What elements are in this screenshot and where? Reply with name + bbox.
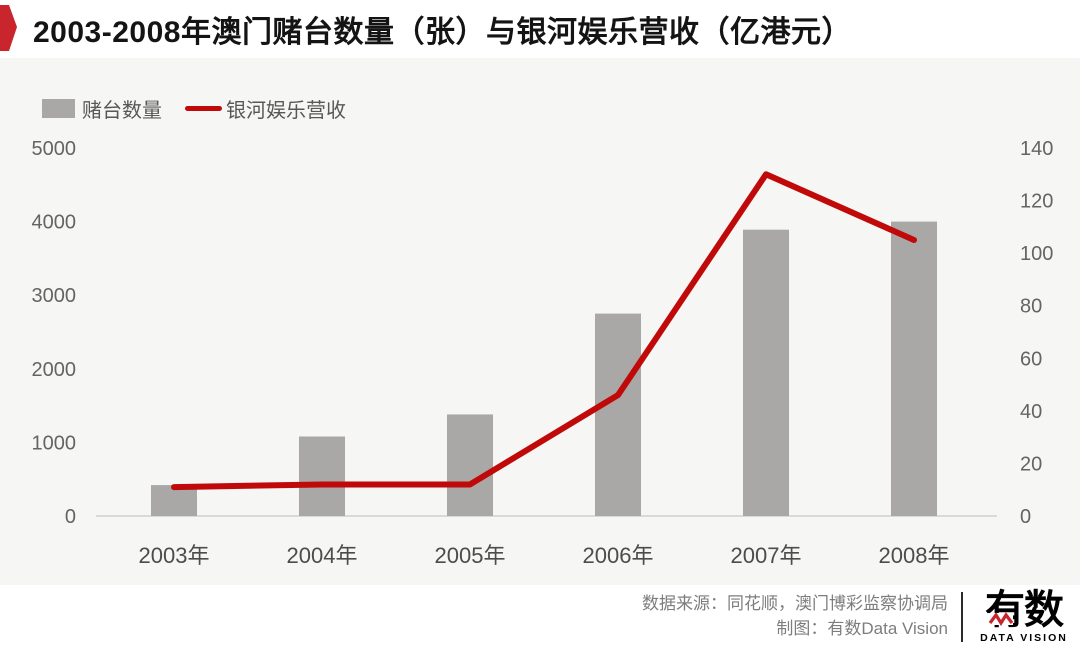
left-axis-tick-3000: 3000 [32, 285, 77, 307]
title-bar: 2003-2008年澳门赌台数量（张）与银河娱乐营收（亿港元） [0, 0, 1080, 58]
chart-area: 赌台数量 银河娱乐营收 0 1000 2000 3000 4000 5000 0 20 40 60… [0, 58, 1080, 585]
bar-2006年 [595, 313, 641, 516]
x-label-2006年: 2006年 [583, 543, 654, 568]
data-source-line: 数据来源：同花顺，澳门博彩监察协调局 [642, 594, 948, 614]
bar-2007年 [743, 229, 789, 517]
left-axis-tick-1000: 1000 [32, 432, 77, 454]
right-axis-tick-60: 60 [1020, 348, 1042, 370]
x-label-2005年: 2005年 [435, 543, 506, 568]
plot-canvas: 0 1000 2000 3000 4000 5000 0 20 40 60 80 100 120 140 2… [32, 138, 1054, 568]
brand-logo: 有数 DATA VISION [974, 590, 1074, 644]
left-axis-tick-5000: 5000 [32, 138, 77, 160]
right-axis-tick-80: 80 [1020, 296, 1042, 318]
legend-bar-label: 赌台数量 [82, 100, 162, 122]
brand-logo-cn: 有数 [985, 590, 1064, 630]
bar-2005年 [447, 414, 493, 516]
x-label-2004年: 2004年 [287, 543, 358, 568]
page-title: 2003-2008年澳门赌台数量（张）与银河娱乐营收（亿港元） [33, 16, 852, 49]
left-axis-tick-4000: 4000 [32, 212, 77, 234]
brand-logo-subtext: DATA VISION [980, 632, 1068, 644]
bar-2003年 [151, 485, 197, 516]
legend-line-swatch-icon [185, 106, 222, 111]
footer-divider [961, 592, 963, 642]
right-axis-tick-40: 40 [1020, 401, 1042, 423]
right-axis-tick-140: 140 [1020, 138, 1053, 160]
revenue-line [171, 171, 917, 491]
chart-credit-line: 制图：有数Data Vision [776, 619, 948, 638]
footer-credits: 数据来源：同花顺，澳门博彩监察协调局 制图：有数Data Vision [642, 592, 961, 641]
legend-bar-swatch-icon [42, 99, 75, 118]
x-label-2003年: 2003年 [139, 543, 210, 568]
legend-line-label: 银河娱乐营收 [226, 100, 346, 122]
footer: 数据来源：同花顺，澳门博彩监察协调局 制图：有数Data Vision 有数 D… [0, 585, 1080, 649]
right-axis-tick-120: 120 [1020, 191, 1053, 213]
left-axis-tick-0: 0 [65, 506, 76, 528]
right-axis-tick-0: 0 [1020, 506, 1031, 528]
right-axis-tick-20: 20 [1020, 453, 1042, 475]
legend: 赌台数量 银河娱乐营收 [42, 94, 346, 123]
bar-2008年 [891, 221, 937, 516]
right-axis-tick-100: 100 [1020, 243, 1053, 265]
bar-2004年 [299, 436, 345, 516]
x-label-2008年: 2008年 [879, 543, 950, 568]
title-accent-icon [0, 5, 17, 51]
x-label-2007年: 2007年 [731, 543, 802, 568]
logo-zigzag-icon [988, 612, 1014, 626]
left-axis-tick-2000: 2000 [32, 359, 77, 381]
